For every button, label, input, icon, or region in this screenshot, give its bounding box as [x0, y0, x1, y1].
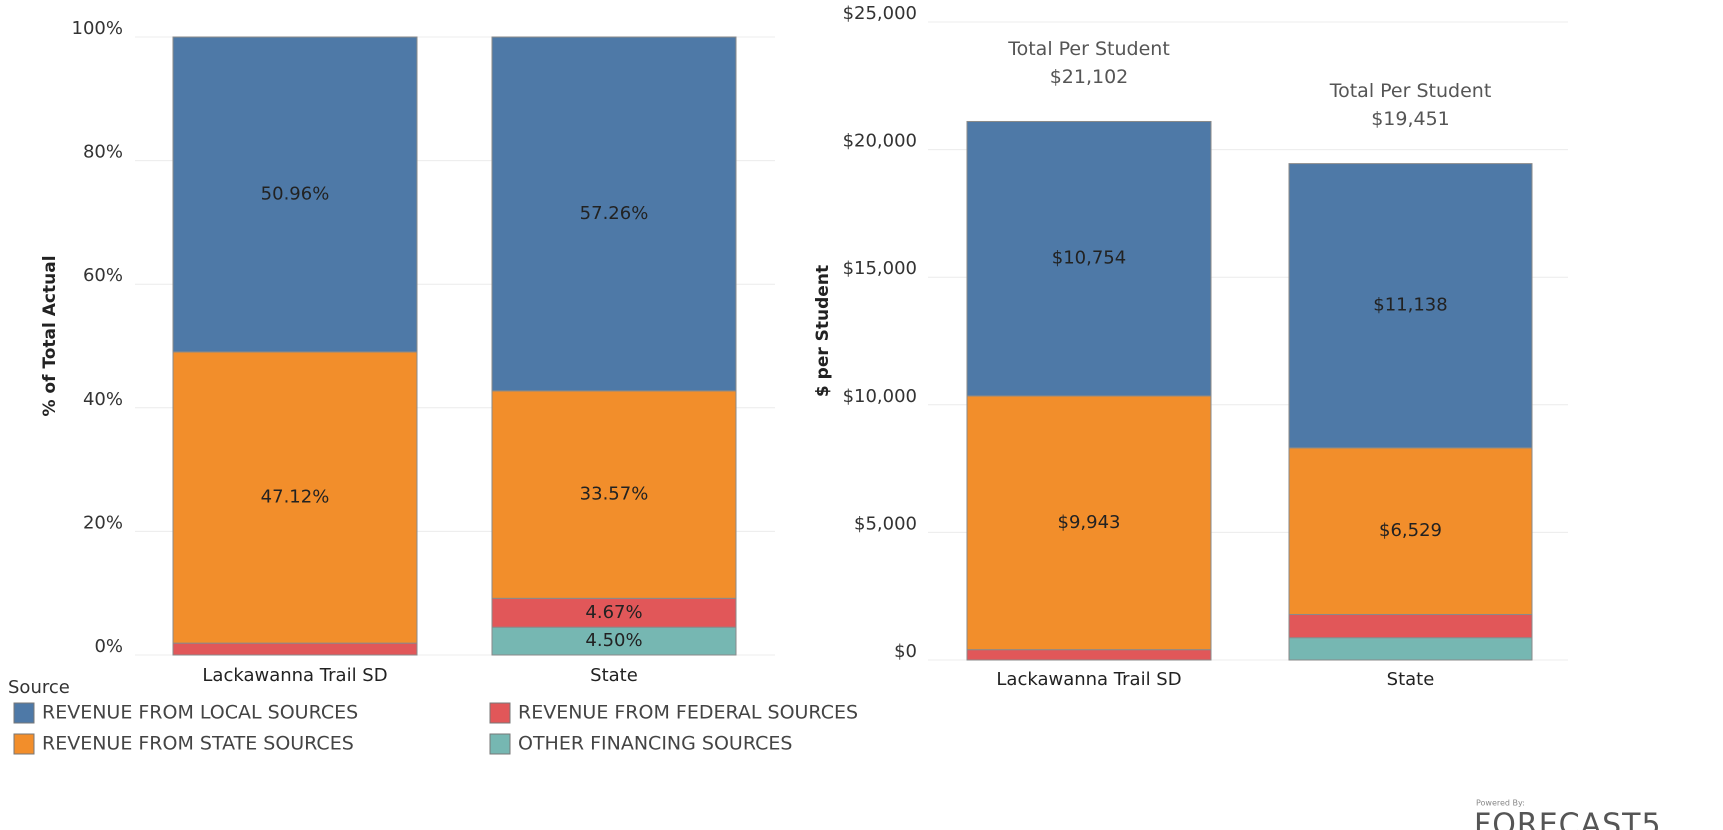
data-label: 57.26% [580, 203, 649, 224]
y-axis-title: $ per Student [813, 265, 833, 397]
logo: FORECAST5 [1474, 808, 1662, 830]
x-tick-label: Lackawanna Trail SD [202, 665, 387, 686]
bar-segment [172, 351, 418, 644]
y-tick-label: $15,000 [843, 258, 917, 279]
y-tick-label: 100% [72, 18, 123, 39]
bar-segment [966, 395, 1212, 651]
bar-segment [491, 390, 737, 599]
legend-swatch [489, 733, 511, 755]
legend-title: Source [8, 677, 70, 698]
legend-swatch [13, 702, 35, 724]
bar-segment [966, 649, 1212, 661]
data-label: $6,529 [1379, 520, 1442, 541]
bar-segment [1288, 613, 1533, 639]
data-label: $9,943 [1058, 512, 1121, 533]
legend-label: REVENUE FROM LOCAL SOURCES [42, 702, 358, 724]
y-tick-label: $5,000 [854, 513, 917, 534]
data-label: 4.67% [585, 602, 642, 623]
x-tick-label: State [1387, 669, 1435, 690]
bar-segment [491, 36, 737, 392]
logo-caption: Powered By: [1476, 799, 1525, 808]
data-label: 50.96% [261, 183, 330, 204]
bar-segment [966, 120, 1212, 397]
data-label: 4.50% [585, 630, 642, 651]
y-tick-label: 80% [83, 142, 123, 163]
y-tick-label: 40% [83, 389, 123, 410]
x-tick-label: Lackawanna Trail SD [996, 669, 1181, 690]
legend-label: REVENUE FROM FEDERAL SOURCES [518, 702, 858, 724]
data-label: $10,754 [1052, 248, 1126, 269]
legend-label: REVENUE FROM STATE SOURCES [42, 733, 354, 755]
y-tick-label: $25,000 [843, 3, 917, 24]
bar-segment [1288, 637, 1533, 661]
total-title: Total Per Student [1007, 38, 1170, 60]
legend-swatch [489, 702, 511, 724]
legend-label: OTHER FINANCING SOURCES [518, 733, 792, 755]
bar-segment [172, 642, 418, 656]
y-tick-label: 60% [83, 265, 123, 286]
bar-segment [1288, 163, 1533, 449]
x-tick-label: State [590, 665, 638, 686]
data-label: 47.12% [261, 487, 330, 508]
bar-segment [491, 626, 737, 656]
bar-segment [172, 36, 418, 353]
y-tick-label: 20% [83, 512, 123, 533]
y-tick-label: $0 [894, 641, 917, 662]
data-label: 33.57% [580, 484, 649, 505]
y-axis-title: % of Total Actual [40, 255, 60, 416]
legend-swatch [13, 733, 35, 755]
total-label: $19,451 [1371, 108, 1450, 130]
y-tick-label: 0% [94, 636, 123, 657]
y-tick-label: $10,000 [843, 386, 917, 407]
total-title: Total Per Student [1329, 80, 1492, 102]
total-label: $21,102 [1050, 66, 1129, 88]
data-label: $11,138 [1373, 295, 1447, 316]
y-tick-label: $20,000 [843, 131, 917, 152]
